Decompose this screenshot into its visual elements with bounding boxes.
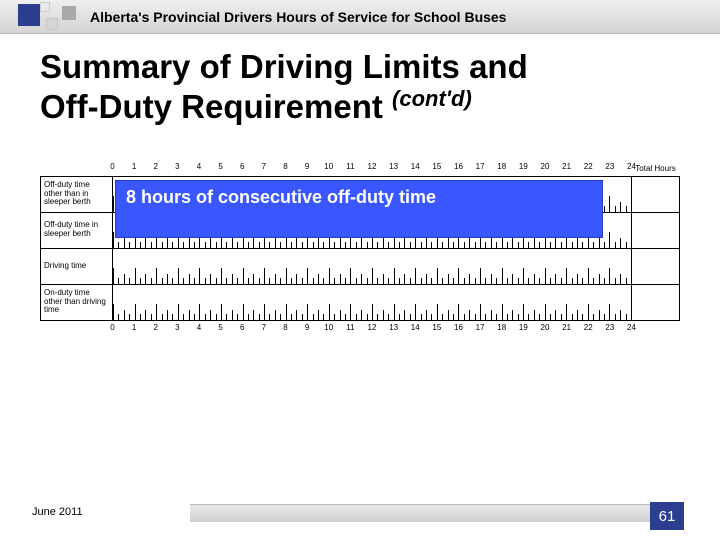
log-row-label: Off-duty time other than in sleeper bert… — [41, 176, 113, 212]
decor-square — [62, 6, 76, 20]
header-title: Alberta's Provincial Drivers Hours of Se… — [90, 9, 506, 25]
log-row-total — [632, 248, 680, 284]
decor-square — [40, 2, 50, 12]
log-row-total — [632, 212, 680, 248]
overlay-callout: 8 hours of consecutive off-duty time — [115, 180, 603, 238]
title-line1: Summary of Driving Limits and — [40, 48, 528, 85]
title-line2: Off-Duty Requirement — [40, 88, 383, 125]
footer-date: June 2011 — [32, 506, 83, 518]
log-row-ticks — [113, 284, 632, 320]
footer-bar — [190, 504, 660, 522]
title-contd: (cont'd) — [392, 86, 472, 111]
page-title: Summary of Driving Limits and Off-Duty R… — [40, 48, 528, 126]
decor-square — [46, 18, 58, 30]
decor-square-accent — [18, 4, 40, 26]
log-row-label: Driving time — [41, 248, 113, 284]
log-row-total — [632, 284, 680, 320]
log-row-label: On-duty time other than driving time — [41, 284, 113, 320]
log-row-ticks — [113, 248, 632, 284]
log-row-label: Off-duty time in sleeper berth — [41, 212, 113, 248]
page-number: 61 — [650, 502, 684, 530]
log-row-total — [632, 176, 680, 212]
header-band: Alberta's Provincial Drivers Hours of Se… — [0, 0, 720, 34]
overlay-text: 8 hours of consecutive off-duty time — [126, 187, 436, 208]
